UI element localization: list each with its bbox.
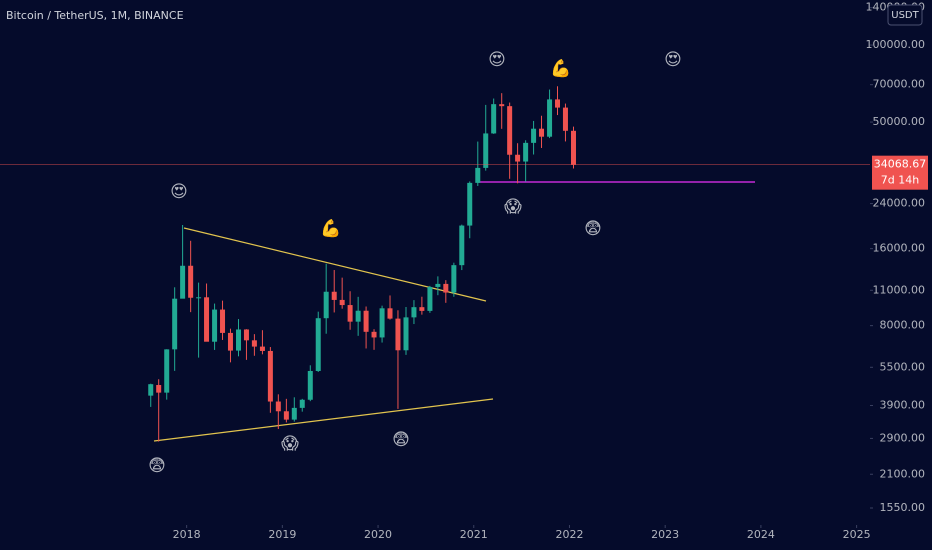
x-tick-label: 2021	[460, 528, 488, 541]
plot: 140000.00100000.0070000.0050000.0024000.…	[0, 1, 928, 541]
candle-body	[220, 309, 226, 333]
candle-body	[379, 308, 385, 338]
candle-body	[395, 318, 401, 351]
candle-body	[363, 310, 369, 332]
y-tick-label: 70000.00	[873, 78, 926, 91]
candle-body	[164, 349, 170, 393]
candle-body	[515, 154, 521, 162]
candle-body	[204, 297, 210, 342]
candle-body	[451, 265, 457, 293]
candle-body	[419, 307, 425, 311]
candle-body	[251, 340, 257, 347]
candle-body	[172, 298, 178, 350]
emoji-annotation: 😨	[584, 219, 602, 239]
chart-title: Bitcoin / TetherUS, 1M, BINANCE	[6, 9, 184, 22]
price-label: 34068.67	[874, 158, 927, 171]
candle-body	[403, 317, 409, 351]
candle-body	[427, 286, 433, 311]
candle-body	[299, 399, 305, 408]
x-tick-label: 2018	[173, 528, 201, 541]
candle-body	[267, 350, 273, 402]
candle-body	[435, 283, 441, 287]
y-tick-label: 3900.00	[880, 398, 926, 411]
candle-body	[475, 167, 481, 183]
x-tick-label: 2022	[555, 528, 583, 541]
candle-body	[180, 265, 186, 299]
y-tick-label: 2100.00	[880, 467, 926, 480]
candle-body	[467, 182, 473, 226]
candle-body	[307, 370, 313, 400]
currency[interactable]: USDT	[891, 10, 919, 21]
emoji-annotation: 💪	[550, 58, 571, 79]
y-tick-label: 16000.00	[873, 242, 926, 255]
candle-body	[156, 385, 162, 393]
emoji-annotation: 😱	[504, 197, 522, 217]
trend-line	[183, 227, 487, 302]
y-tick-label: 24000.00	[873, 197, 926, 210]
candle-body	[347, 305, 353, 322]
candle-body	[275, 401, 281, 412]
x-tick-label: 2020	[364, 528, 392, 541]
price-label-box	[872, 155, 928, 190]
candle-body	[148, 384, 154, 396]
candle-body	[227, 332, 233, 351]
countdown: 7d 14h	[881, 174, 919, 187]
y-tick-label: 2900.00	[880, 431, 926, 444]
candle-body	[331, 291, 337, 300]
trend-line	[153, 398, 494, 442]
candle-body	[491, 104, 497, 134]
x-tick-label: 2019	[268, 528, 296, 541]
emoji-annotation: 😱	[281, 434, 299, 454]
y-tick-label: 11000.00	[873, 283, 926, 296]
candle-body	[387, 308, 393, 319]
candle-body	[523, 142, 529, 162]
candle-body	[339, 299, 345, 306]
emoji-annotation: 😍	[170, 182, 188, 202]
candle-body	[243, 329, 249, 341]
candle-body	[371, 331, 377, 338]
candle-body	[188, 265, 194, 298]
y-tick-label: 100000.00	[866, 38, 926, 51]
emoji-annotation: 😨	[148, 456, 166, 476]
candle-body	[531, 128, 537, 143]
candle-body	[196, 297, 202, 299]
candle-body	[259, 346, 265, 351]
candle-body	[315, 318, 321, 371]
emoji-annotation: 😍	[664, 50, 682, 70]
candle-body	[236, 329, 242, 351]
emoji-annotation: 😨	[392, 430, 410, 450]
candle-body	[539, 128, 545, 137]
candle-body	[283, 411, 289, 420]
candle-body	[291, 407, 297, 420]
candle-body	[323, 291, 329, 319]
x-tick-label: 2025	[843, 528, 871, 541]
candle-body	[355, 310, 361, 322]
candle-body	[570, 130, 576, 165]
y-tick-label: 50000.00	[873, 115, 926, 128]
candle-body	[443, 283, 449, 293]
emoji-annotation: 😍	[488, 50, 506, 70]
currency-box[interactable]	[887, 4, 923, 26]
candle-body	[411, 307, 417, 318]
candle-body	[483, 133, 489, 168]
y-tick-label: 8000.00	[880, 319, 926, 332]
candle-body	[499, 104, 505, 107]
candle-body	[562, 107, 568, 131]
candle-body	[507, 106, 513, 155]
x-tick-label: 2024	[747, 528, 775, 541]
emoji-annotation: 💪	[320, 218, 341, 239]
candle-body	[459, 225, 465, 266]
candle-body	[547, 99, 553, 137]
candle-body	[555, 99, 561, 108]
y-tick-label: 5500.00	[880, 360, 926, 373]
x-tick-label: 2023	[651, 528, 679, 541]
candle-body	[212, 309, 218, 342]
y-tick-label: 1550.00	[880, 501, 926, 514]
